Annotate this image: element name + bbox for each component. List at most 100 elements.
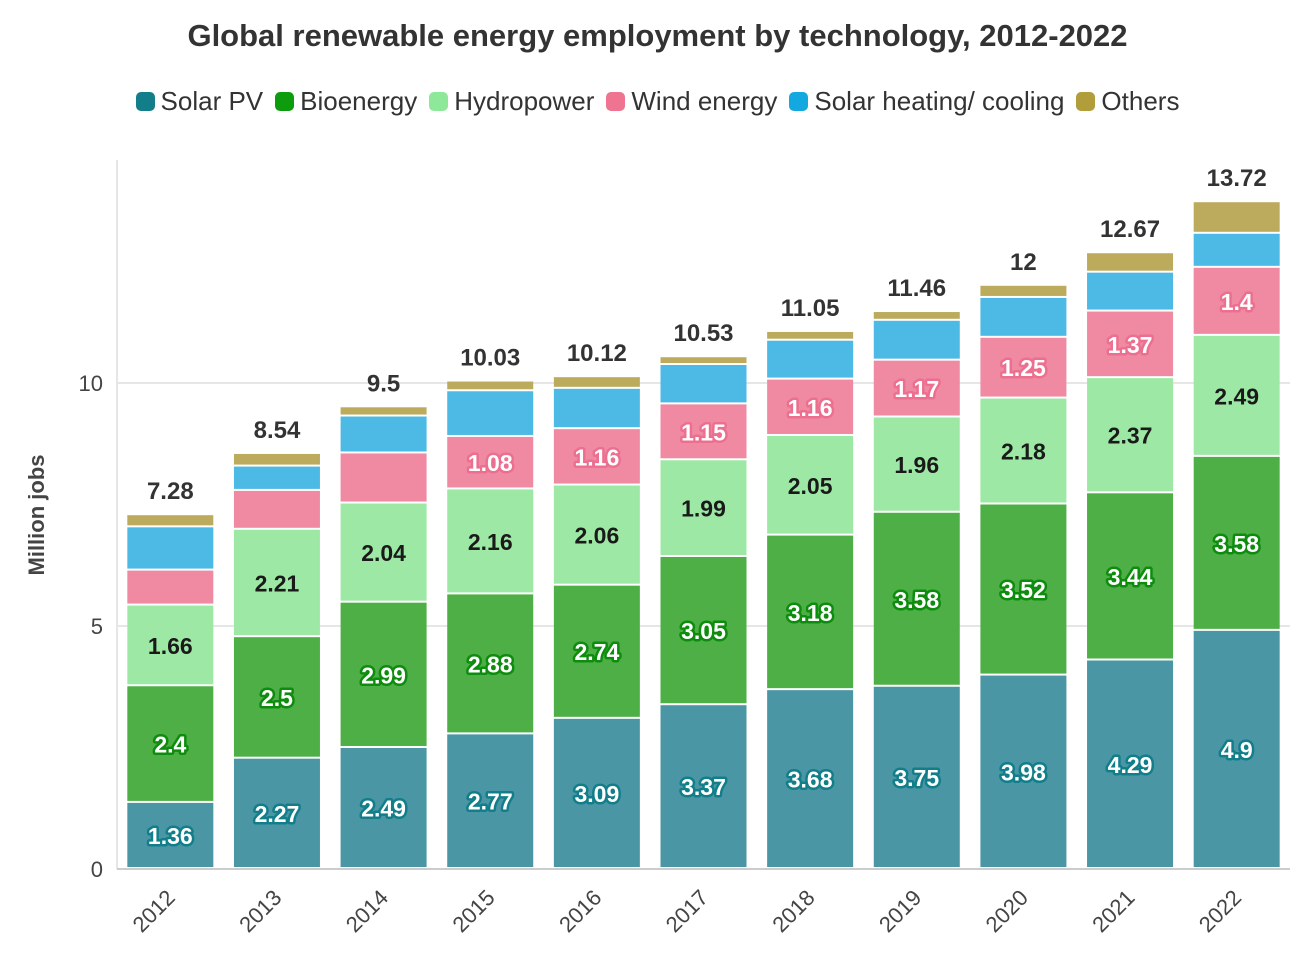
data-label-hydropower-2016: 2.06 [574, 523, 619, 549]
bar-hydropower-2017 [660, 460, 747, 555]
legend-swatch-others [1076, 92, 1096, 111]
data-label-hydropower-2021: 2.37 [1108, 423, 1153, 449]
bar-others-2012 [127, 515, 214, 526]
x-tick-label-2013: 2013 [234, 885, 286, 937]
bar-bioenergy-2015 [447, 594, 534, 733]
data-label-bioenergy-2018: 3.18 [788, 600, 833, 626]
data-label-hydropower-2022: 2.49 [1214, 383, 1259, 409]
x-tick-label-2012: 2012 [128, 885, 180, 937]
data-label-wind-energy-2020: 1.25 [1001, 355, 1046, 381]
bar-bioenergy-2020 [980, 504, 1067, 674]
bar-solar-heating-cooling-2014 [340, 416, 427, 452]
bar-solar-heating-cooling-2015 [447, 391, 534, 435]
data-label-hydropower-2015: 2.16 [468, 529, 513, 555]
bar-hydropower-2018 [767, 435, 854, 534]
x-tick-label-2014: 2014 [341, 885, 393, 937]
bar-solar-heating-cooling-2012 [127, 527, 214, 569]
total-label-2018: 11.05 [781, 295, 840, 322]
bar-solar-pv-2015 [447, 734, 534, 867]
total-label-2020: 12 [1010, 249, 1037, 276]
legend-item-bioenergy[interactable]: Bioenergy [275, 86, 417, 117]
bar-solar-heating-cooling-2016 [553, 388, 640, 428]
data-label-solar-pv-2012: 1.36 [148, 823, 193, 849]
y-tick-label-5: 5 [91, 614, 103, 639]
bar-solar-pv-2017 [660, 705, 747, 867]
data-label-bioenergy-2016: 2.74 [574, 639, 619, 665]
bar-solar-pv-2022 [1193, 630, 1280, 867]
data-label-solar-pv-2020: 3.98 [1001, 759, 1046, 785]
y-tick-label-10: 10 [79, 371, 103, 396]
bar-others-2020 [980, 285, 1067, 296]
bar-solar-pv-2012 [127, 802, 214, 867]
bar-solar-heating-cooling-2013 [233, 466, 320, 489]
bar-solar-pv-2018 [767, 690, 854, 867]
total-label-2016: 10.12 [567, 340, 627, 367]
legend-item-wind-energy[interactable]: Wind energy [606, 86, 777, 117]
bar-others-2013 [233, 453, 320, 465]
bar-hydropower-2020 [980, 398, 1067, 503]
bar-solar-heating-cooling-2017 [660, 365, 747, 403]
bar-solar-pv-2013 [233, 758, 320, 867]
legend-item-others[interactable]: Others [1076, 86, 1179, 117]
data-label-solar-pv-2019: 3.75 [894, 765, 939, 791]
bar-bioenergy-2013 [233, 637, 320, 757]
legend-swatch-wind-energy [606, 92, 626, 111]
data-label-hydropower-2017: 1.99 [681, 496, 726, 522]
data-label-hydropower-2013: 2.21 [255, 570, 300, 596]
bar-solar-heating-cooling-2019 [873, 320, 960, 359]
total-label-2021: 12.67 [1100, 216, 1160, 243]
bar-wind-energy-2017 [660, 404, 747, 459]
bar-wind-energy-2013 [233, 490, 320, 528]
data-label-bioenergy-2017: 3.05 [681, 618, 726, 644]
bar-hydropower-2019 [873, 417, 960, 511]
legend: Solar PV Bioenergy Hydropower Wind energ… [0, 86, 1315, 117]
bar-wind-energy-2012 [127, 570, 214, 604]
data-label-bioenergy-2022: 3.58 [1214, 531, 1259, 557]
legend-swatch-solar-pv [135, 92, 155, 111]
data-label-wind-energy-2018: 1.16 [788, 395, 833, 421]
total-label-2015: 10.03 [460, 345, 520, 372]
legend-label-wind-energy: Wind energy [631, 86, 778, 116]
bar-hydropower-2014 [340, 503, 427, 601]
data-label-solar-pv-2016: 3.09 [574, 781, 619, 807]
legend-swatch-hydropower [429, 92, 449, 111]
bar-bioenergy-2018 [767, 535, 854, 689]
legend-swatch-solar-heating-cooling [789, 92, 809, 111]
bar-hydropower-2016 [553, 485, 640, 584]
data-label-hydropower-2018: 2.05 [788, 473, 833, 499]
x-tick-label-2021: 2021 [1087, 885, 1139, 937]
data-label-wind-energy-2021: 1.37 [1108, 332, 1153, 358]
data-label-wind-energy-2015: 1.08 [468, 450, 513, 476]
bar-others-2016 [553, 377, 640, 387]
bar-wind-energy-2021 [1087, 311, 1174, 377]
bar-solar-pv-2020 [980, 675, 1067, 867]
data-label-bioenergy-2020: 3.52 [1001, 577, 1046, 603]
bar-solar-pv-2019 [873, 686, 960, 867]
bar-others-2019 [873, 312, 960, 319]
x-tick-label-2020: 2020 [981, 885, 1033, 937]
legend-item-hydropower[interactable]: Hydropower [429, 86, 594, 117]
bar-others-2022 [1193, 202, 1280, 232]
bar-solar-pv-2021 [1087, 660, 1174, 867]
bar-bioenergy-2022 [1193, 456, 1280, 629]
data-label-bioenergy-2014: 2.99 [361, 662, 406, 688]
bar-hydropower-2022 [1193, 335, 1280, 455]
bar-wind-energy-2019 [873, 360, 960, 416]
x-tick-label-2022: 2022 [1194, 885, 1246, 937]
bar-others-2015 [447, 381, 534, 390]
legend-item-solar-heating-cooling[interactable]: Solar heating/ cooling [789, 86, 1064, 117]
bar-solar-pv-2016 [553, 718, 640, 867]
x-tick-label-2017: 2017 [661, 885, 713, 937]
x-tick-label-2019: 2019 [874, 885, 926, 937]
total-label-2014: 9.5 [367, 370, 400, 397]
legend-item-solar-pv[interactable]: Solar PV [135, 86, 263, 117]
data-label-bioenergy-2021: 3.44 [1108, 564, 1153, 590]
bar-wind-energy-2022 [1193, 267, 1280, 334]
data-label-solar-pv-2018: 3.68 [788, 767, 833, 793]
data-label-hydropower-2014: 2.04 [361, 540, 406, 566]
legend-swatch-bioenergy [275, 92, 295, 111]
x-tick-label-2016: 2016 [554, 885, 606, 937]
bar-solar-heating-cooling-2020 [980, 297, 1067, 336]
bar-wind-energy-2015 [447, 436, 534, 488]
